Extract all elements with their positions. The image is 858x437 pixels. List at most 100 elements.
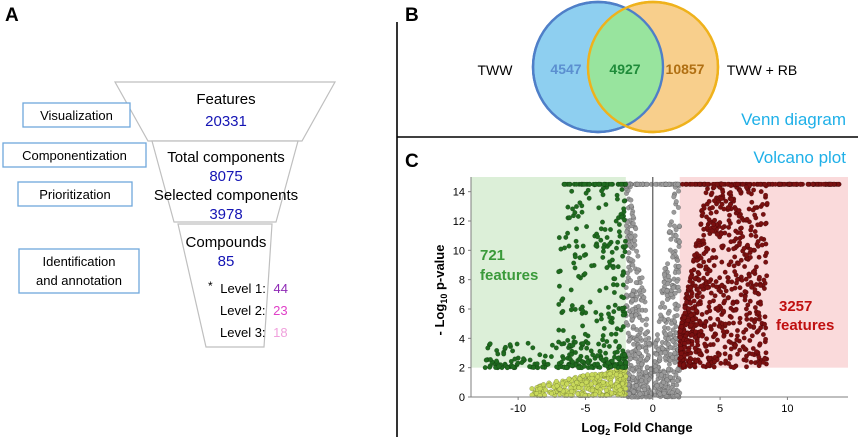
point-down-regulated — [571, 334, 577, 340]
point-not-significant — [662, 325, 668, 331]
point-up-regulated — [746, 189, 752, 195]
point-up-regulated — [732, 254, 738, 260]
point-up-regulated — [725, 275, 731, 281]
point-up-regulated — [695, 294, 701, 300]
left-annotation-text: features — [480, 267, 538, 284]
point-up-regulated — [707, 315, 713, 321]
point-up-regulated — [677, 328, 683, 334]
point-not-significant — [639, 361, 645, 367]
point-low-significance — [620, 381, 626, 387]
point-up-regulated — [748, 279, 754, 285]
point-up-regulated — [688, 268, 694, 274]
point-down-regulated — [570, 359, 576, 365]
point-up-regulated — [713, 284, 719, 290]
point-not-significant — [674, 382, 680, 388]
point-up-regulated — [682, 310, 688, 316]
point-down-regulated — [519, 360, 525, 366]
point-down-regulated — [584, 224, 590, 230]
point-down-regulated — [564, 365, 570, 371]
point-down-regulated — [585, 340, 591, 346]
point-not-significant — [662, 304, 668, 310]
point-up-regulated — [758, 220, 764, 226]
point-down-regulated — [604, 339, 610, 345]
point-up-regulated — [712, 359, 718, 365]
point-not-significant — [627, 267, 633, 273]
point-not-significant — [674, 306, 680, 312]
level3-label: Level 3: — [220, 325, 266, 340]
point-down-regulated — [510, 348, 516, 354]
point-up-regulated — [742, 264, 748, 270]
point-up-regulated — [708, 326, 714, 332]
point-up-regulated — [706, 258, 712, 264]
point-down-regulated — [614, 282, 620, 288]
point-down-regulated — [534, 361, 540, 367]
point-down-regulated — [577, 356, 583, 362]
point-up-regulated — [700, 238, 706, 244]
point-up-regulated — [727, 355, 733, 361]
point-not-significant — [675, 388, 681, 394]
point-down-regulated — [504, 365, 510, 371]
point-not-significant — [634, 269, 640, 275]
point-up-regulated — [680, 181, 686, 187]
point-up-regulated — [744, 216, 750, 222]
point-down-regulated — [600, 357, 606, 363]
selected-components-value: 3978 — [209, 206, 242, 223]
point-up-regulated — [728, 314, 734, 320]
point-up-regulated — [708, 342, 714, 348]
y-tick-label: 10 — [453, 245, 465, 257]
point-down-regulated — [612, 276, 618, 282]
point-up-regulated — [725, 295, 731, 301]
point-up-regulated — [743, 306, 749, 312]
y-tick-label: 12 — [453, 216, 465, 228]
point-not-significant — [637, 391, 643, 397]
point-up-regulated — [753, 233, 759, 239]
point-low-significance — [579, 382, 585, 388]
point-down-regulated — [619, 186, 625, 192]
point-down-regulated — [576, 365, 582, 371]
point-down-regulated — [561, 356, 567, 362]
point-down-regulated — [601, 343, 607, 349]
point-up-regulated — [719, 283, 725, 289]
point-not-significant — [675, 204, 681, 210]
point-up-regulated — [764, 273, 770, 279]
total-components-title: Total components — [167, 149, 285, 166]
point-up-regulated — [726, 247, 732, 253]
point-low-significance — [600, 379, 606, 385]
point-up-regulated — [733, 342, 739, 348]
point-down-regulated — [579, 209, 585, 215]
features-title: Features — [196, 91, 255, 108]
point-down-regulated — [576, 273, 582, 279]
point-down-regulated — [600, 337, 606, 343]
point-down-regulated — [613, 331, 619, 337]
point-not-significant — [665, 341, 671, 347]
point-down-regulated — [615, 264, 621, 270]
venn-left-only: 4547 — [550, 61, 581, 77]
point-not-significant — [668, 345, 674, 351]
point-down-regulated — [616, 221, 622, 227]
panel-letter-a: A — [5, 5, 19, 26]
point-down-regulated — [586, 195, 592, 201]
point-low-significance — [617, 387, 623, 393]
point-low-significance — [546, 383, 552, 389]
point-not-significant — [624, 229, 630, 235]
point-up-regulated — [696, 242, 702, 248]
point-down-regulated — [570, 342, 576, 348]
point-down-regulated — [577, 200, 583, 206]
point-up-regulated — [689, 181, 695, 187]
x-tick-label: -10 — [510, 403, 526, 415]
point-up-regulated — [699, 294, 705, 300]
point-not-significant — [641, 295, 647, 301]
point-up-regulated — [758, 189, 764, 195]
point-not-significant — [662, 350, 668, 356]
point-not-significant — [653, 181, 659, 187]
point-down-regulated — [588, 364, 594, 370]
level2-row: Level 2: 23 — [220, 303, 288, 318]
level3-row: Level 3: 18 — [220, 325, 288, 340]
panel-letter-c: C — [405, 151, 419, 172]
point-down-regulated — [501, 351, 507, 357]
point-down-regulated — [560, 328, 566, 334]
point-up-regulated — [764, 200, 770, 206]
point-up-regulated — [689, 293, 695, 299]
point-up-regulated — [763, 350, 769, 356]
point-up-regulated — [760, 211, 766, 217]
